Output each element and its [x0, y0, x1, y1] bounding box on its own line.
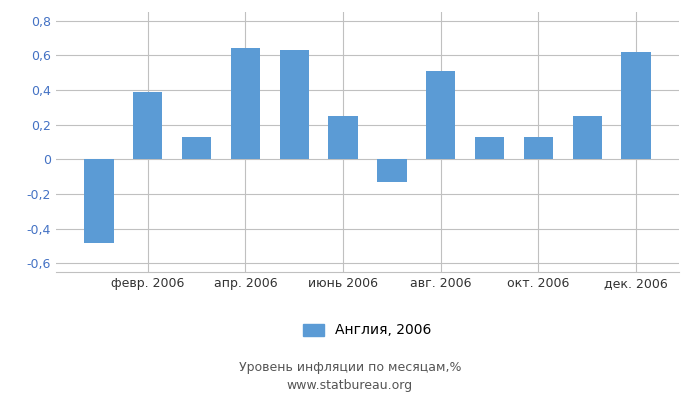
Bar	[328, 116, 358, 159]
Text: Уровень инфляции по месяцам,%
www.statbureau.org: Уровень инфляции по месяцам,% www.statbu…	[239, 361, 461, 392]
Bar	[231, 48, 260, 159]
Legend: Англия, 2006: Англия, 2006	[298, 318, 438, 343]
Bar	[377, 159, 407, 182]
Bar	[279, 50, 309, 159]
Bar	[84, 159, 113, 242]
Bar	[524, 137, 553, 159]
Bar	[622, 52, 651, 159]
Bar	[133, 92, 162, 159]
Bar	[573, 116, 602, 159]
Bar	[182, 137, 211, 159]
Bar	[475, 137, 504, 159]
Bar	[426, 71, 456, 159]
